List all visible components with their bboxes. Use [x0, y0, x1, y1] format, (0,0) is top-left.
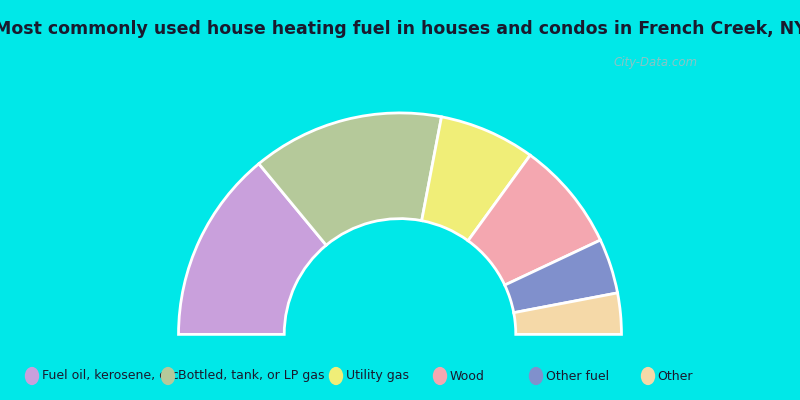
Ellipse shape: [329, 367, 343, 385]
Text: Fuel oil, kerosene, etc.: Fuel oil, kerosene, etc.: [42, 370, 182, 382]
Wedge shape: [468, 155, 600, 285]
Text: Wood: Wood: [450, 370, 485, 382]
Text: Most commonly used house heating fuel in houses and condos in French Creek, NY: Most commonly used house heating fuel in…: [0, 20, 800, 38]
Ellipse shape: [529, 367, 543, 385]
Wedge shape: [178, 164, 326, 334]
Wedge shape: [422, 117, 530, 241]
Text: City-Data.com: City-Data.com: [614, 56, 698, 68]
Ellipse shape: [433, 367, 447, 385]
Wedge shape: [514, 293, 622, 334]
Text: Other: Other: [658, 370, 693, 382]
Text: Bottled, tank, or LP gas: Bottled, tank, or LP gas: [178, 370, 324, 382]
Text: Other fuel: Other fuel: [546, 370, 609, 382]
Ellipse shape: [25, 367, 39, 385]
Wedge shape: [505, 240, 618, 313]
Text: Utility gas: Utility gas: [346, 370, 409, 382]
Ellipse shape: [161, 367, 175, 385]
Wedge shape: [259, 113, 442, 245]
Ellipse shape: [641, 367, 655, 385]
